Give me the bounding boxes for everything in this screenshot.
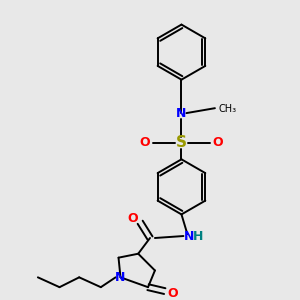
Text: O: O (167, 286, 178, 300)
Text: O: O (140, 136, 150, 149)
Text: O: O (212, 136, 223, 149)
Text: H: H (193, 230, 203, 242)
Text: CH₃: CH₃ (219, 104, 237, 114)
Text: O: O (127, 212, 138, 225)
Text: S: S (176, 135, 187, 150)
Text: N: N (184, 230, 194, 242)
Text: N: N (115, 271, 126, 284)
Text: N: N (176, 106, 187, 120)
